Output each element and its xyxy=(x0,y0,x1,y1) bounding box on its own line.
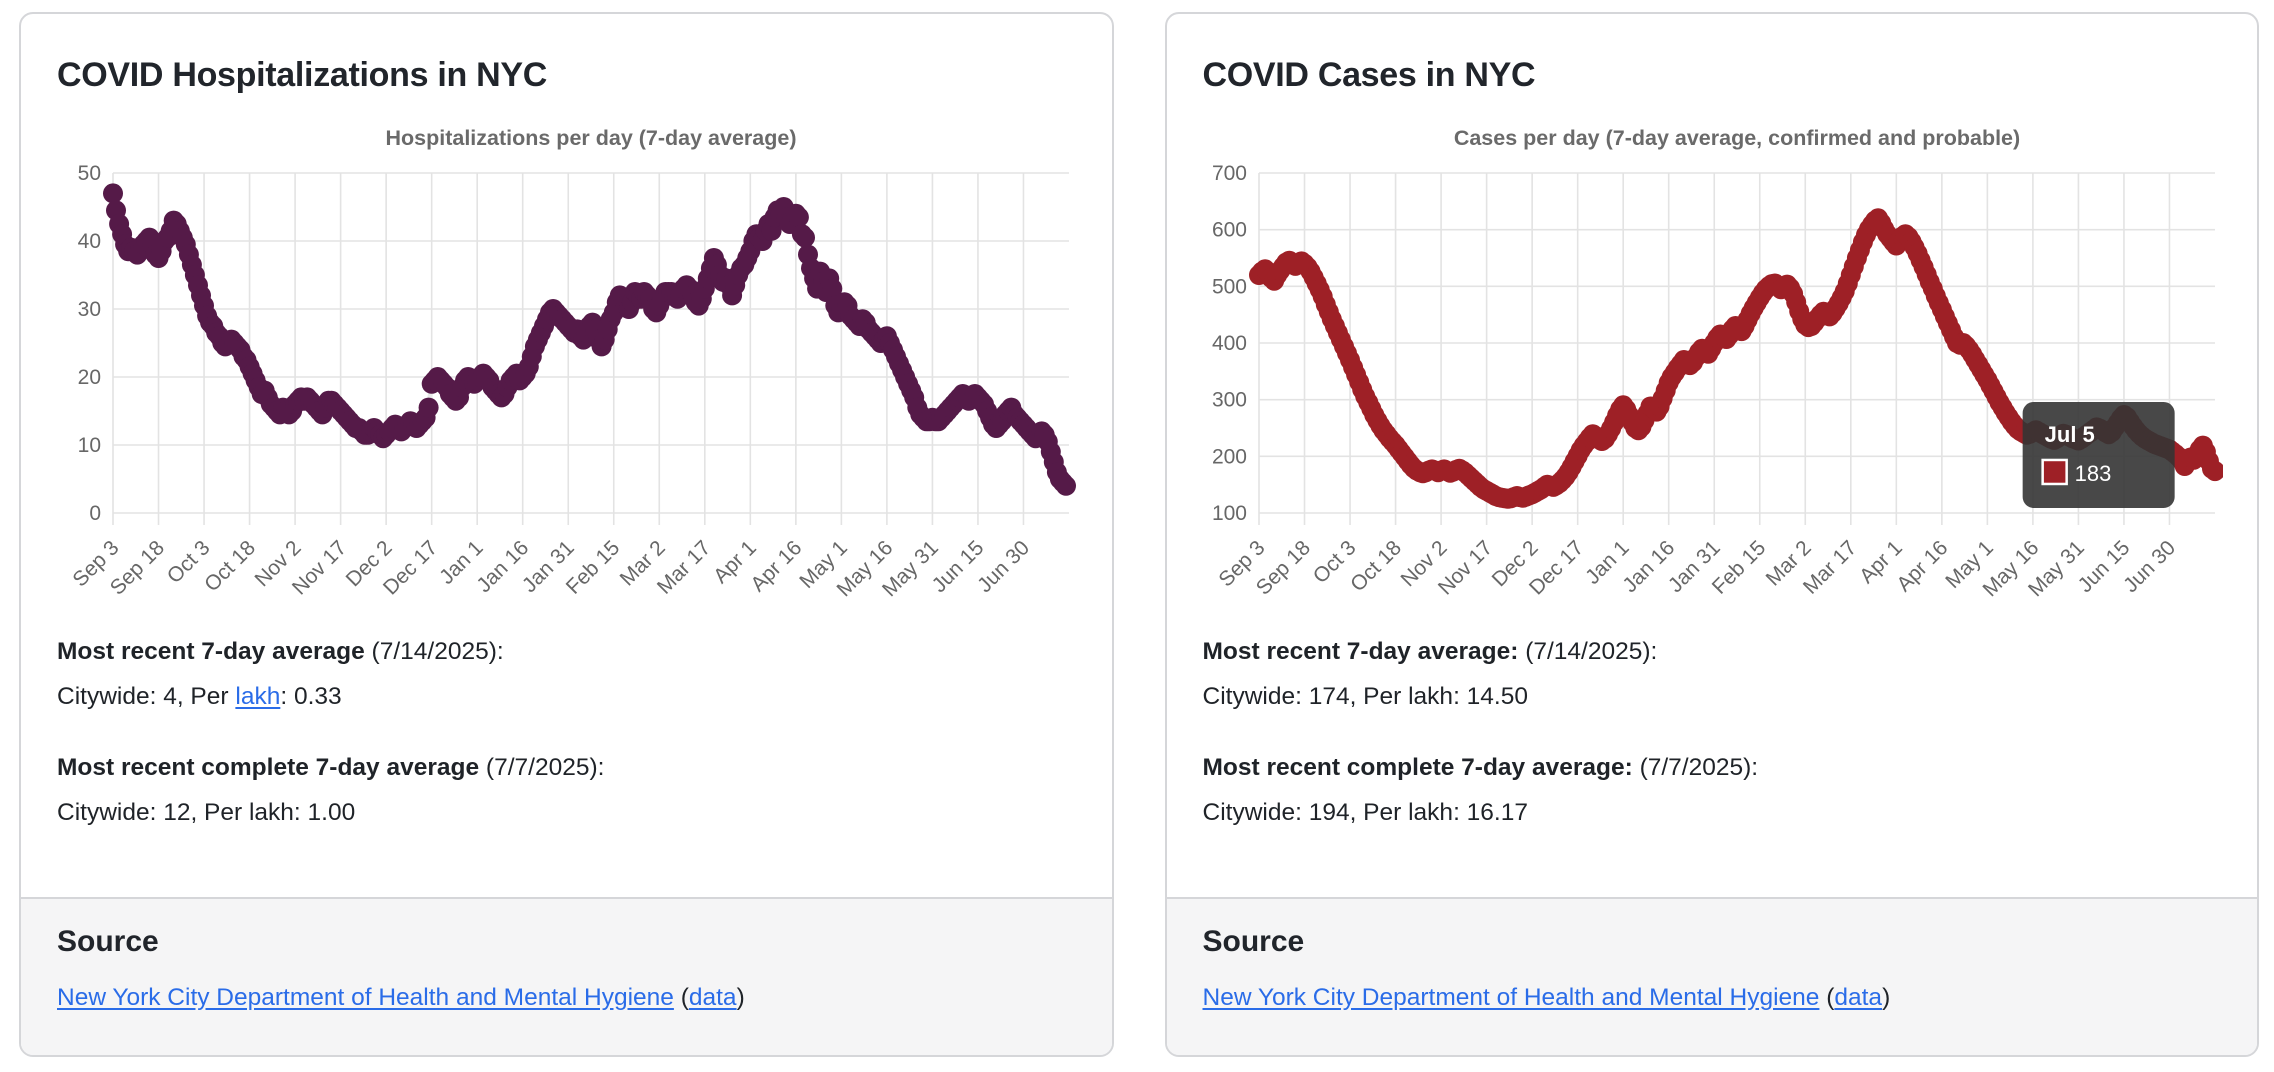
svg-text:10: 10 xyxy=(78,434,101,457)
hospitalizations-chart-wrap: Hospitalizations per day (7-day average)… xyxy=(57,115,1077,611)
svg-text:Jun 30: Jun 30 xyxy=(2119,536,2180,597)
svg-text:100: 100 xyxy=(1211,502,1246,525)
svg-text:600: 600 xyxy=(1211,219,1246,242)
stat-block-recent: Most recent 7-day average (7/14/2025): C… xyxy=(57,635,1076,713)
stat-label-date: (7/14/2025): xyxy=(1518,638,1658,665)
hospitalizations-card: COVID Hospitalizations in NYC Hospitaliz… xyxy=(19,12,1114,1057)
svg-text:Apr 16: Apr 16 xyxy=(1892,536,1952,596)
tooltip-date-label: Jul 5 xyxy=(2044,422,2094,447)
source-footer: Source New York City Department of Healt… xyxy=(1166,896,2257,1055)
svg-text:20: 20 xyxy=(78,366,101,389)
tooltip-value-label: 183 xyxy=(2074,461,2111,486)
svg-text:500: 500 xyxy=(1211,275,1246,298)
chart-title: Cases per day (7-day average, confirmed … xyxy=(1453,126,2019,150)
svg-text:Oct 18: Oct 18 xyxy=(1346,536,1406,596)
source-line: New York City Department of Health and M… xyxy=(57,983,745,1011)
stat-label: Most recent 7-day average (7/14/2025): xyxy=(57,635,1076,668)
stat-label-date: (7/7/2025): xyxy=(1632,754,1759,782)
hospitalizations-card-body: COVID Hospitalizations in NYC Hospitaliz… xyxy=(21,14,1112,837)
stat-label-bold: Most recent 7-day average: xyxy=(1202,638,1519,665)
stat-value: Citywide: 4, Per lakh: 0.33 xyxy=(57,683,342,711)
chart-title: Hospitalizations per day (7-day average) xyxy=(385,126,796,150)
source-data-link[interactable]: data xyxy=(688,983,737,1011)
stat-label-bold: Most recent complete 7-day average xyxy=(57,754,480,782)
svg-text:300: 300 xyxy=(1211,389,1246,412)
source-line: New York City Department of Health and M… xyxy=(1202,983,1891,1011)
source-data-link[interactable]: data xyxy=(1834,983,1883,1011)
svg-text:700: 700 xyxy=(1211,162,1246,185)
stat-label-bold: Most recent complete 7-day average: xyxy=(1202,754,1633,782)
cases-card: COVID Cases in NYC Cases per day (7-day … xyxy=(1164,12,2259,1057)
cases-card-body: COVID Cases in NYC Cases per day (7-day … xyxy=(1167,14,2258,837)
svg-text:0: 0 xyxy=(89,502,101,525)
tooltip-series-swatch xyxy=(2040,458,2068,486)
svg-text:400: 400 xyxy=(1211,332,1246,355)
svg-text:200: 200 xyxy=(1211,445,1246,468)
stat-label: Most recent complete 7-day average: (7/7… xyxy=(1203,751,2222,784)
source-heading: Source xyxy=(1202,924,1305,958)
source-footer: Source New York City Department of Healt… xyxy=(21,896,1112,1055)
stat-label: Most recent complete 7-day average (7/7/… xyxy=(57,751,1076,784)
svg-text:40: 40 xyxy=(78,230,101,253)
svg-text:Apr 16: Apr 16 xyxy=(746,536,806,596)
page-title: COVID Hospitalizations in NYC xyxy=(57,56,548,94)
stat-block-recent: Most recent 7-day average: (7/14/2025): … xyxy=(1203,635,2222,713)
source-org-link[interactable]: New York City Department of Health and M… xyxy=(57,983,674,1011)
source-heading: Source xyxy=(57,924,159,958)
stat-label-date: (7/14/2025): xyxy=(364,638,504,665)
svg-text:Oct 18: Oct 18 xyxy=(200,536,260,596)
stat-block-complete: Most recent complete 7-day average: (7/7… xyxy=(1203,751,2222,829)
hospitalizations-chart[interactable]: Hospitalizations per day (7-day average)… xyxy=(57,115,1077,611)
svg-text:50: 50 xyxy=(78,162,101,185)
stat-value: Citywide: 194, Per lakh: 16.17 xyxy=(1202,799,1529,827)
stat-label-date: (7/7/2025): xyxy=(479,754,605,782)
source-org-link[interactable]: New York City Department of Health and M… xyxy=(1202,983,1820,1011)
data-points xyxy=(103,183,1076,496)
chart-tooltip: Jul 5 183 xyxy=(2022,401,2175,508)
page-title: COVID Cases in NYC xyxy=(1202,56,1536,94)
svg-text:30: 30 xyxy=(78,298,101,321)
lakh-link[interactable]: lakh xyxy=(235,683,281,711)
stat-block-complete: Most recent complete 7-day average (7/7/… xyxy=(57,751,1076,829)
cases-chart-wrap: Cases per day (7-day average, confirmed … xyxy=(1203,115,2223,611)
stat-label: Most recent 7-day average: (7/14/2025): xyxy=(1203,635,2222,668)
stat-label-bold: Most recent 7-day average xyxy=(57,638,365,665)
stat-value: Citywide: 12, Per lakh: 1.00 xyxy=(57,799,356,827)
stat-value: Citywide: 174, Per lakh: 14.50 xyxy=(1202,683,1529,711)
svg-text:Jun 30: Jun 30 xyxy=(973,536,1034,597)
cases-chart[interactable]: Cases per day (7-day average, confirmed … xyxy=(1203,115,2223,611)
